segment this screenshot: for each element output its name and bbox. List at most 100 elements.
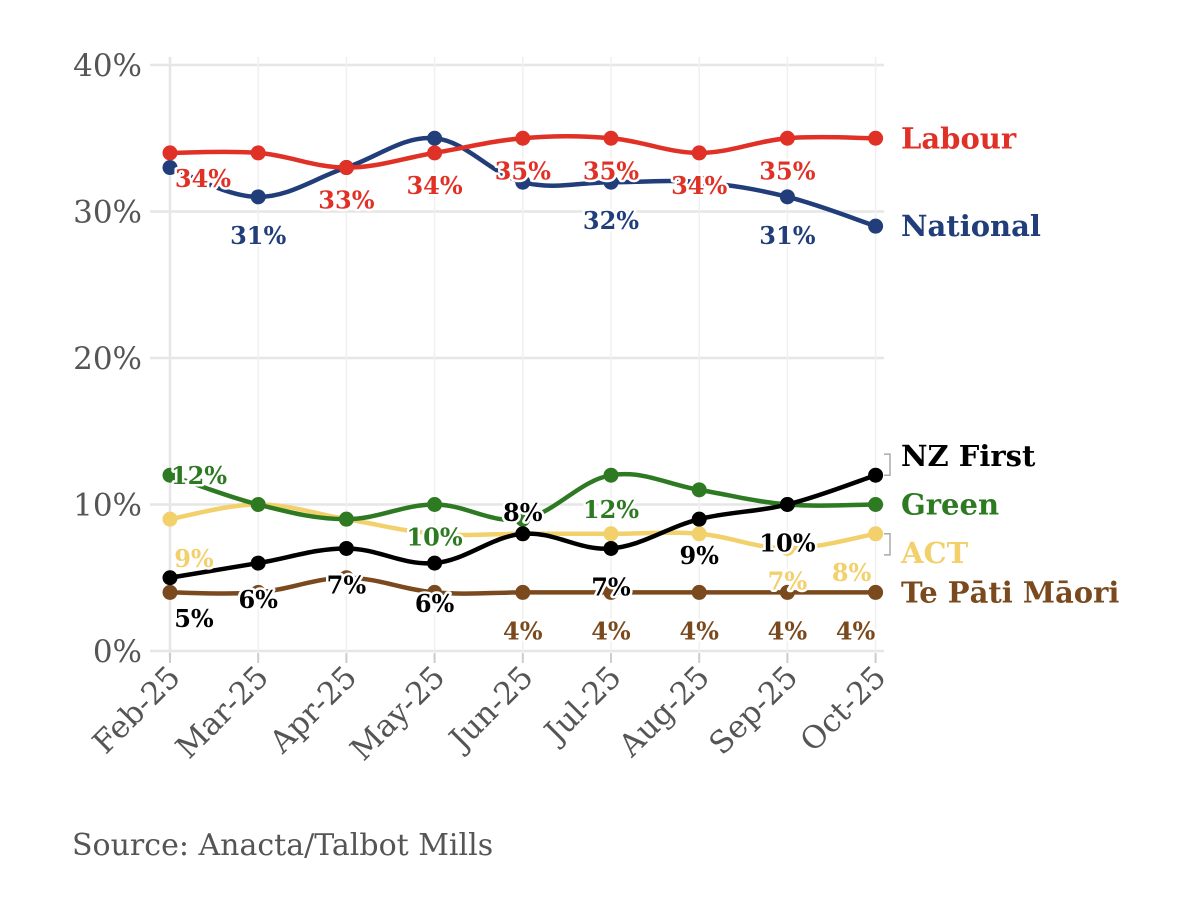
point-green — [338, 511, 354, 527]
data-label-te-pati-maori: 4% — [503, 616, 543, 645]
series-lines — [162, 130, 884, 600]
series-label-national: National — [901, 209, 1041, 243]
data-label-te-pati-maori: 4% — [591, 616, 631, 645]
point-green — [868, 497, 884, 512]
point-labour — [779, 130, 795, 146]
x-tick-label: Mar-25 — [169, 659, 276, 766]
point-act — [691, 526, 707, 542]
point-act — [779, 540, 795, 556]
data-label-act: 8% — [832, 558, 872, 587]
data-label-labour: 34% — [175, 164, 231, 193]
point-labour — [691, 145, 707, 161]
series-label-green: Green — [901, 488, 999, 522]
point-te-pati-maori — [515, 584, 531, 600]
point-national — [779, 189, 795, 205]
point-nz-first — [338, 540, 354, 556]
x-tick-label: Feb-25 — [86, 659, 188, 761]
data-label-te-pati-maori: 4% — [679, 616, 719, 645]
point-te-pati-maori — [603, 584, 619, 600]
connector-act — [884, 533, 891, 556]
data-label-nz-first: 10% — [759, 529, 815, 558]
point-green — [162, 467, 178, 483]
data-label-labour: 35% — [583, 156, 639, 185]
y-tick-label: 10% — [73, 488, 142, 524]
data-label-nz-first: 8% — [503, 498, 543, 527]
point-nz-first — [603, 540, 619, 556]
data-label-national: 31% — [759, 221, 815, 250]
x-tick-label: May-25 — [344, 659, 453, 768]
source-note: Source: Anacta/Talbot Mills — [72, 828, 494, 863]
point-labour — [162, 145, 178, 161]
data-label-labour: 34% — [406, 171, 462, 200]
data-label-act: 9% — [174, 544, 214, 573]
data-label-labour: 35% — [759, 156, 815, 185]
point-te-pati-maori — [779, 584, 795, 600]
y-tick-label: 0% — [93, 634, 142, 670]
point-act — [868, 526, 884, 542]
data-label-labour: 34% — [671, 171, 727, 200]
point-nz-first — [427, 555, 443, 571]
y-tick-label: 40% — [73, 48, 142, 84]
point-act — [162, 511, 178, 527]
point-te-pati-maori — [250, 584, 266, 600]
point-national — [868, 218, 884, 234]
x-tick-label: Oct-25 — [793, 659, 893, 759]
x-tick-label: Aug-25 — [611, 659, 716, 764]
data-label-green: 12% — [171, 461, 227, 490]
point-labour — [250, 145, 266, 161]
data-labels: 34% 33% 34% 35% 35% 34% 35% 31% 32% 31% 5% 6% 7% 6% 8%… — [168, 154, 878, 648]
data-label-te-pati-maori: 4% — [836, 616, 876, 645]
data-label-nz-first: 6% — [415, 589, 455, 618]
data-label-nz-first: 5% — [174, 604, 214, 633]
series-label-nz-first: NZ First — [901, 439, 1036, 473]
series-labels: Labour National NZ First Green ACT Te Pāti Mā… — [884, 121, 1119, 609]
point-labour — [338, 160, 354, 176]
data-label-green: 10% — [406, 523, 462, 552]
data-label-green: 12% — [583, 495, 639, 524]
data-label-nz-first: 6% — [238, 585, 278, 614]
point-nz-first — [162, 570, 178, 586]
y-tick-label: 30% — [73, 195, 142, 231]
point-national — [162, 160, 178, 176]
data-label-labour: 35% — [495, 156, 551, 185]
data-label-national: 32% — [583, 206, 639, 235]
point-act — [427, 526, 443, 542]
data-label-national: 31% — [230, 221, 286, 250]
point-national — [603, 174, 619, 190]
point-green — [250, 497, 266, 512]
point-te-pati-maori — [691, 584, 707, 600]
point-green — [603, 467, 619, 483]
series-label-labour: Labour — [901, 121, 1017, 155]
point-green — [691, 482, 707, 498]
data-label-te-pati-maori: 4% — [768, 616, 808, 645]
point-act — [603, 526, 619, 542]
point-te-pati-maori — [338, 570, 354, 586]
point-nz-first — [250, 555, 266, 571]
point-labour — [603, 130, 619, 146]
point-labour — [515, 130, 531, 146]
point-green — [515, 511, 531, 527]
y-tick-label: 20% — [73, 341, 142, 377]
point-national — [427, 130, 443, 146]
data-label-labour: 33% — [318, 186, 374, 215]
point-green — [427, 497, 443, 512]
point-national — [250, 189, 266, 205]
point-te-pati-maori — [868, 584, 884, 600]
series-label-te-pati-maori: Te Pāti Māori — [901, 575, 1119, 609]
data-label-act: 7% — [768, 566, 808, 595]
point-nz-first — [691, 511, 707, 527]
data-label-nz-first: 9% — [679, 541, 719, 570]
connector-nz-first — [884, 453, 891, 476]
point-labour — [427, 145, 443, 161]
point-te-pati-maori — [427, 584, 443, 600]
point-labour — [868, 130, 884, 146]
point-national — [515, 174, 531, 190]
x-tick-label: Jun-25 — [441, 659, 541, 759]
data-label-nz-first: 7% — [327, 570, 367, 599]
point-national — [691, 174, 707, 190]
point-nz-first — [515, 526, 531, 542]
point-te-pati-maori — [162, 584, 178, 600]
series-label-act: ACT — [900, 536, 969, 570]
point-nz-first — [868, 467, 884, 483]
